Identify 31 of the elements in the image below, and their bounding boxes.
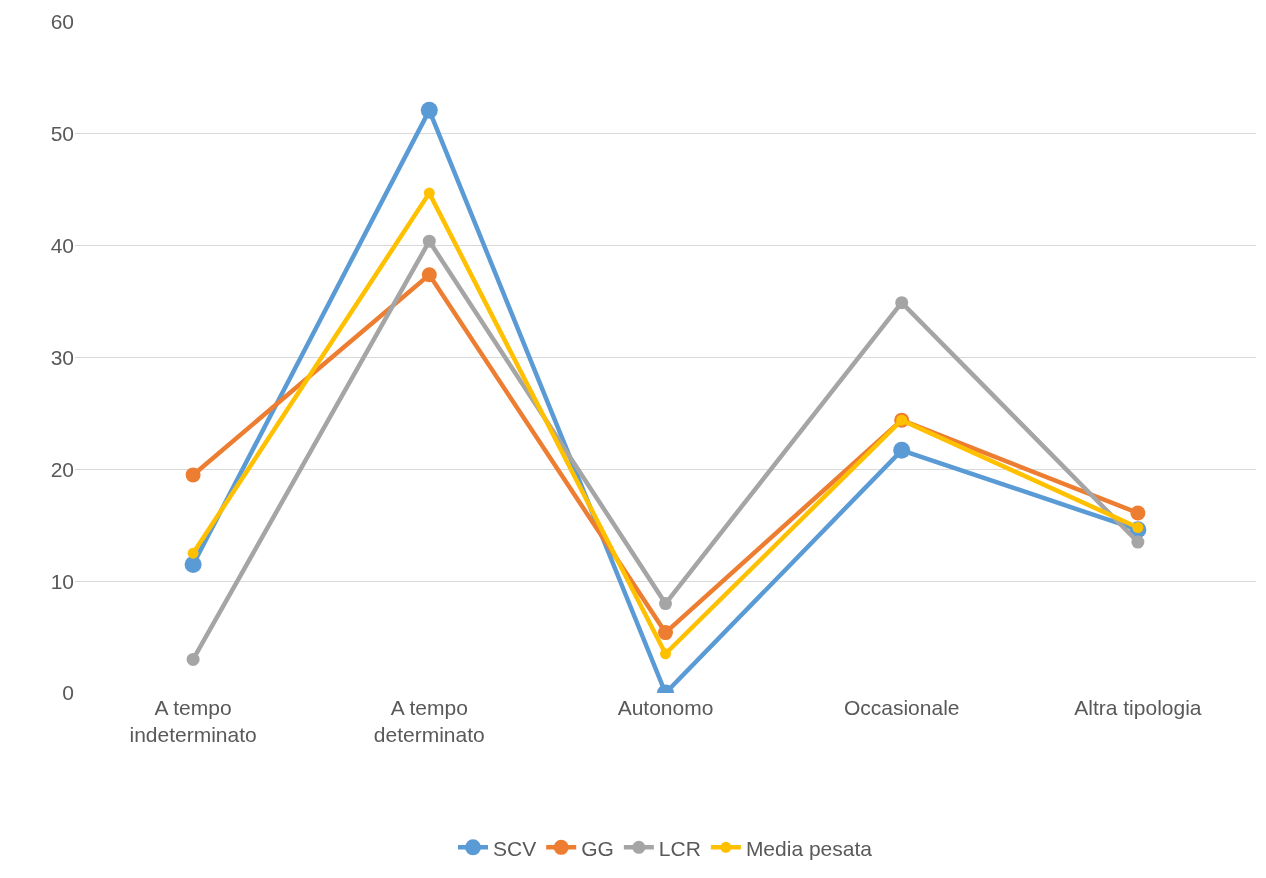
point — [659, 597, 672, 611]
legend-label: SCV — [493, 836, 537, 860]
x-tick-label: Autonomo — [617, 696, 714, 719]
point — [895, 296, 909, 310]
y-tick-label: 50 — [50, 122, 74, 146]
point — [420, 101, 438, 119]
y-tick-label: 0 — [62, 681, 74, 705]
point — [186, 652, 200, 666]
point — [422, 234, 436, 248]
y-tick-label: 60 — [50, 10, 74, 34]
legend-label: Media pesata — [745, 836, 873, 860]
point — [185, 467, 201, 483]
point — [187, 547, 199, 559]
point — [1131, 535, 1145, 549]
point — [1130, 505, 1146, 521]
point — [184, 555, 202, 573]
y-tick-label: 20 — [50, 457, 74, 481]
legend-label: LCR — [658, 836, 701, 860]
y-tick-label: 30 — [50, 345, 74, 369]
point — [893, 441, 911, 459]
point — [423, 187, 435, 199]
y-tick-label: 40 — [50, 234, 74, 258]
point — [660, 648, 671, 660]
x-tick-label: Altra tipologia — [1074, 696, 1202, 719]
legend-label: GG — [581, 836, 614, 860]
y-tick-label: 10 — [50, 569, 74, 593]
x-tick-label: A tempo determinato — [373, 696, 485, 747]
x-tick-label: Occasionale — [843, 696, 960, 719]
point — [421, 267, 437, 283]
point — [658, 625, 673, 641]
x-tick-label: A tempo indeterminato — [129, 696, 257, 747]
